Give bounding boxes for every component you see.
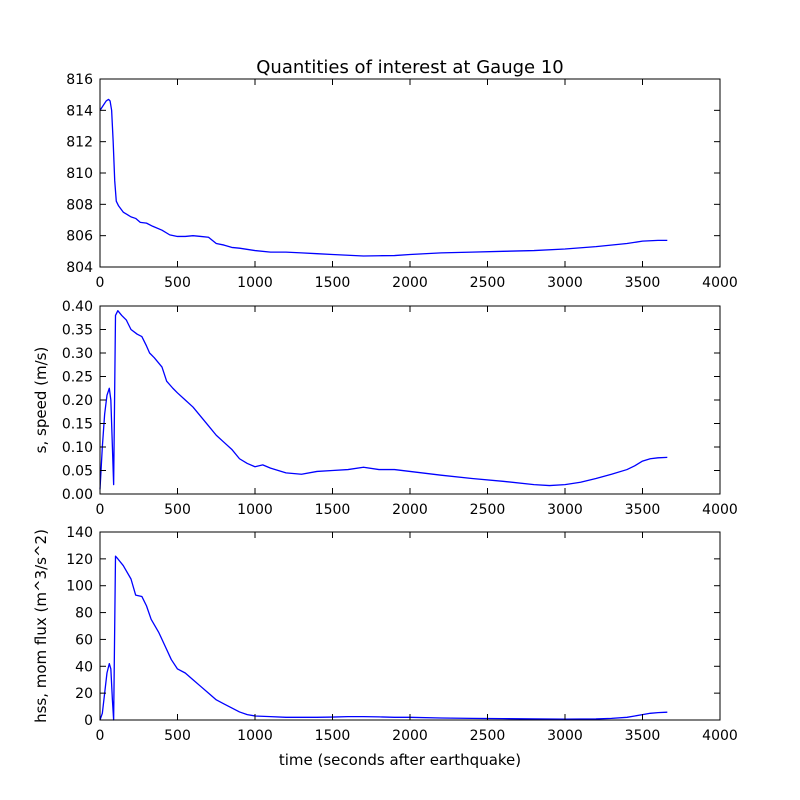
x-tick-label-2-0: 0 <box>96 502 105 518</box>
x-tick-label-3-3: 1500 <box>315 728 351 744</box>
x-tick-label-1-2: 1000 <box>237 275 273 291</box>
x-tick-label-1-8: 4000 <box>702 275 738 291</box>
y-tick-label-1-0: 804 <box>66 260 93 276</box>
y-tick-label-1-1: 806 <box>66 229 93 245</box>
y-tick-label-3-3: 60 <box>75 632 93 648</box>
y-tick-label-2-0: 0.00 <box>62 487 93 503</box>
y-tick-label-2-1: 0.05 <box>62 464 93 480</box>
x-tick-label-1-4: 2000 <box>392 275 428 291</box>
figure-title: Quantities of interest at Gauge 10 <box>256 57 563 78</box>
x-tick-label-1-6: 3000 <box>547 275 583 291</box>
x-tick-label-2-3: 1500 <box>315 502 351 518</box>
x-tick-label-2-4: 2000 <box>392 502 428 518</box>
x-tick-label-1-3: 1500 <box>315 275 351 291</box>
series-line-1-1 <box>99 98 668 257</box>
y-tick-label-3-6: 120 <box>66 552 93 568</box>
x-tick-label-3-7: 3500 <box>625 728 661 744</box>
series-line-2-1 <box>99 310 668 490</box>
subplot-2: 0 500 1000 1500 2000 2500 3000 3500 4000 0.00 0.05… <box>32 299 738 518</box>
x-tick-label-3-4: 2000 <box>392 728 428 744</box>
x-tick-label-2-5: 2500 <box>470 502 506 518</box>
x-axis-label-3: time (seconds after earthquake) <box>279 751 521 769</box>
y-tick-label-3-2: 40 <box>75 659 93 675</box>
x-tick-label-2-1: 500 <box>164 502 191 518</box>
x-tick-label-1-5: 2500 <box>470 275 506 291</box>
y-tick-label-3-7: 140 <box>66 525 93 541</box>
x-tick-label-2-2: 1000 <box>237 502 273 518</box>
x-tick-label-1-7: 3500 <box>625 275 661 291</box>
y-axis-label-3: hss, mom flux (m^3/s^2) <box>32 529 50 723</box>
y-tick-label-1-5: 814 <box>66 103 93 119</box>
y-tick-label-2-4: 0.20 <box>62 393 93 409</box>
subplots: 0 500 1000 1500 2000 2500 3000 3500 400080480680… <box>32 72 738 769</box>
y-axis-label-2: s, speed (m/s) <box>32 347 50 454</box>
y-tick-label-2-8: 0.40 <box>62 299 93 315</box>
x-tick-label-3-1: 500 <box>164 728 191 744</box>
y-tick-label-3-1: 20 <box>75 686 93 702</box>
y-tick-label-1-2: 808 <box>66 197 93 213</box>
x-tick-label-3-5: 2500 <box>470 728 506 744</box>
y-tick-label-2-5: 0.25 <box>62 370 93 386</box>
x-tick-label-2-7: 3500 <box>625 502 661 518</box>
x-tick-label-2-8: 4000 <box>702 502 738 518</box>
x-tick-label-3-8: 4000 <box>702 728 738 744</box>
x-tick-label-3-2: 1000 <box>237 728 273 744</box>
x-tick-label-3-6: 3000 <box>547 728 583 744</box>
subplot-1: 0 500 1000 1500 2000 2500 3000 3500 4000 804 806 80… <box>66 72 738 291</box>
series-line-3-1 <box>99 555 668 721</box>
y-tick-label-1-6: 816 <box>66 72 93 88</box>
y-tick-label-1-4: 812 <box>66 135 93 151</box>
y-tick-label-2-3: 0.15 <box>62 417 93 433</box>
y-tick-label-3-0: 0 <box>84 713 93 729</box>
x-tick-label-3-0: 0 <box>96 728 105 744</box>
y-tick-label-2-7: 0.35 <box>62 323 93 339</box>
y-tick-label-1-3: 810 <box>66 166 93 182</box>
y-tick-label-2-6: 0.30 <box>62 346 93 362</box>
y-tick-label-3-4: 80 <box>75 606 93 622</box>
y-tick-label-2-2: 0.10 <box>62 440 93 456</box>
x-tick-label-2-6: 3000 <box>547 502 583 518</box>
x-tick-label-1-0: 0 <box>96 275 105 291</box>
y-tick-label-3-5: 100 <box>66 579 93 595</box>
subplot-3: 0 500 1000 1500 2000 2500 3000 3500 4000 0 20 40 60 8… <box>32 525 738 769</box>
x-tick-label-1-1: 500 <box>164 275 191 291</box>
